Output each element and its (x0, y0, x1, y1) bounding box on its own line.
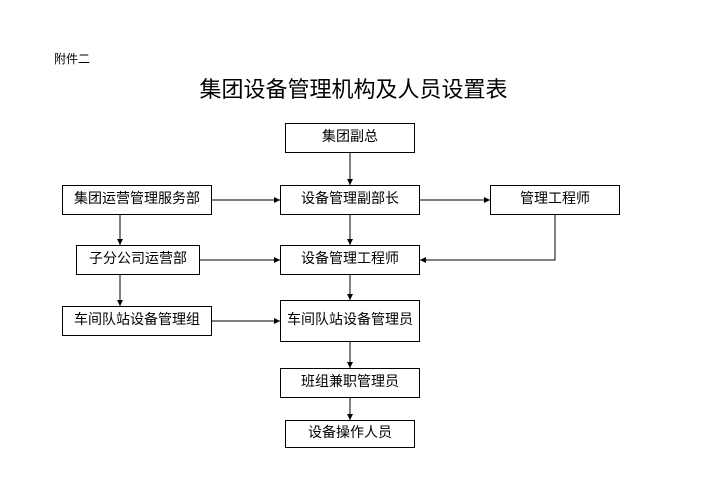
node-equip-deputy: 设备管理副部长 (280, 185, 420, 215)
node-operator: 设备操作人员 (285, 420, 415, 448)
node-group-vp: 集团副总 (285, 123, 415, 153)
node-sub-ops: 子分公司运营部 (76, 245, 200, 275)
page-title: 集团设备管理机构及人员设置表 (0, 72, 707, 104)
node-mgmt-engineer: 管理工程师 (490, 185, 620, 215)
node-workshop-group: 车间队站设备管理组 (62, 306, 212, 336)
node-team-parttime: 班组兼职管理员 (280, 368, 420, 398)
edge-n_right1-n_mid2 (420, 215, 555, 260)
node-ops-service: 集团运营管理服务部 (62, 185, 212, 215)
appendix-label: 附件二 (54, 50, 90, 67)
page-root: 附件二 集团设备管理机构及人员设置表 集团副总 设备管理副部长 集团运营管理服务… (0, 0, 707, 500)
node-workshop-admin: 车间队站设备管理员 (280, 300, 420, 342)
node-equip-engineer: 设备管理工程师 (280, 245, 420, 275)
